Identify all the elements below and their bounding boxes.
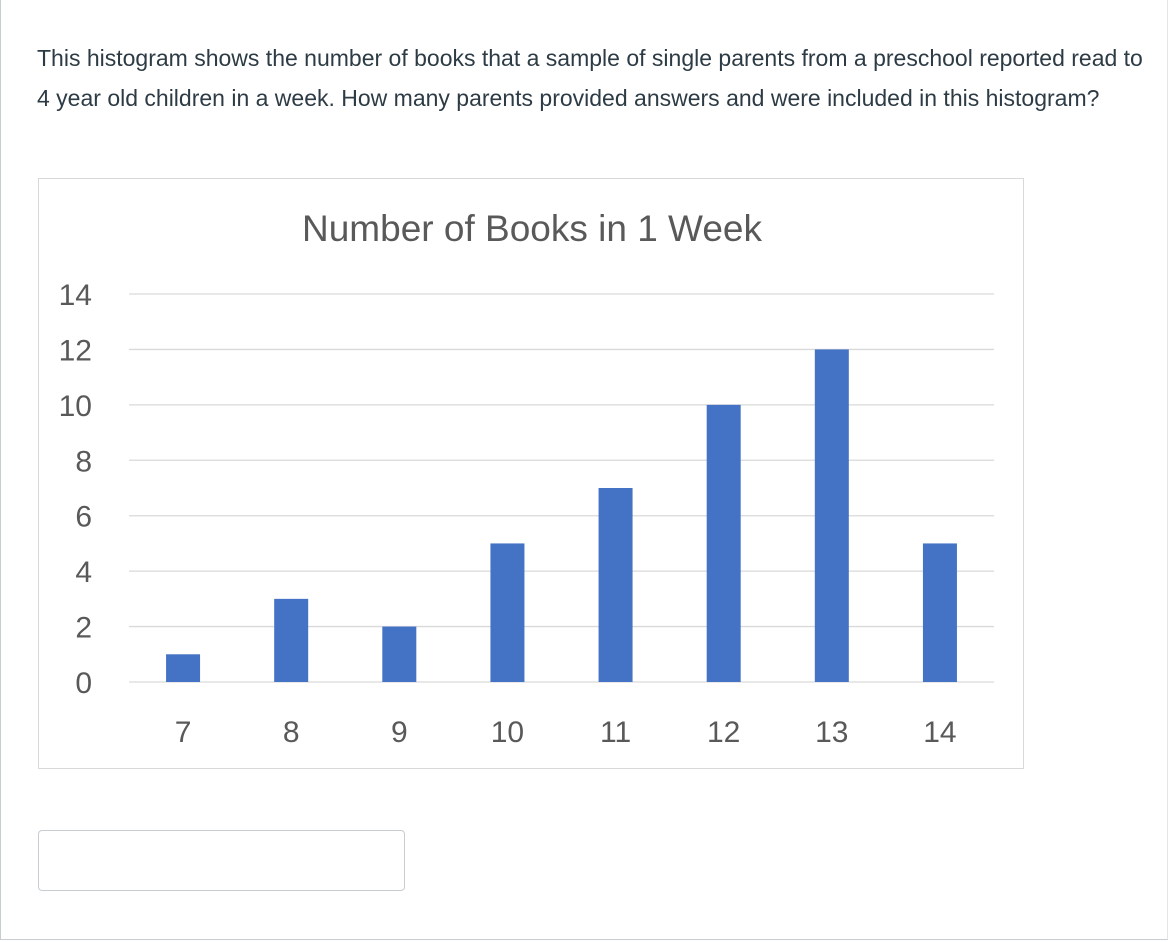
y-tick-label: 10	[59, 390, 92, 423]
y-tick-label: 6	[75, 501, 92, 534]
x-tick-label: 14	[923, 716, 956, 749]
bar-14	[922, 543, 957, 682]
question-text: This histogram shows the number of books…	[37, 45, 1143, 111]
x-tick-label: 13	[815, 716, 848, 749]
chart-title: Number of Books in 1 Week	[302, 208, 762, 249]
x-tick-label: 10	[491, 716, 524, 749]
y-tick-label: 2	[75, 612, 92, 645]
gridlines	[129, 293, 994, 683]
x-tick-label: 7	[175, 716, 192, 749]
x-tick-label: 11	[600, 716, 631, 749]
chart-canvas: Number of Books in 1 Week 0 2 4 6 8 10 12 14 7 8…	[59, 208, 994, 749]
x-tick-label: 9	[391, 716, 408, 749]
x-axis-ticks: 7 8 9 10 11 12 13 14	[175, 716, 957, 749]
bar-12	[706, 404, 741, 682]
y-tick-label: 4	[75, 556, 92, 589]
y-tick-label: 12	[59, 334, 92, 367]
bar-11	[598, 488, 633, 682]
bar-9	[382, 626, 417, 682]
bars	[166, 349, 957, 682]
bar-8	[274, 598, 309, 682]
histogram-chart: Number of Books in 1 Week 0 2 4 6 8 10 12 14 7 8…	[38, 178, 1024, 769]
bar-13	[814, 349, 849, 682]
y-axis-ticks: 0 2 4 6 8 10 12 14	[59, 279, 92, 700]
y-tick-label: 8	[75, 445, 92, 478]
y-tick-label: 14	[59, 279, 92, 312]
y-tick-label: 0	[75, 667, 92, 700]
bar-10	[490, 543, 525, 682]
bar-7	[166, 654, 201, 682]
x-tick-label: 12	[707, 716, 740, 749]
answer-input[interactable]	[38, 830, 405, 891]
x-tick-label: 8	[283, 716, 300, 749]
